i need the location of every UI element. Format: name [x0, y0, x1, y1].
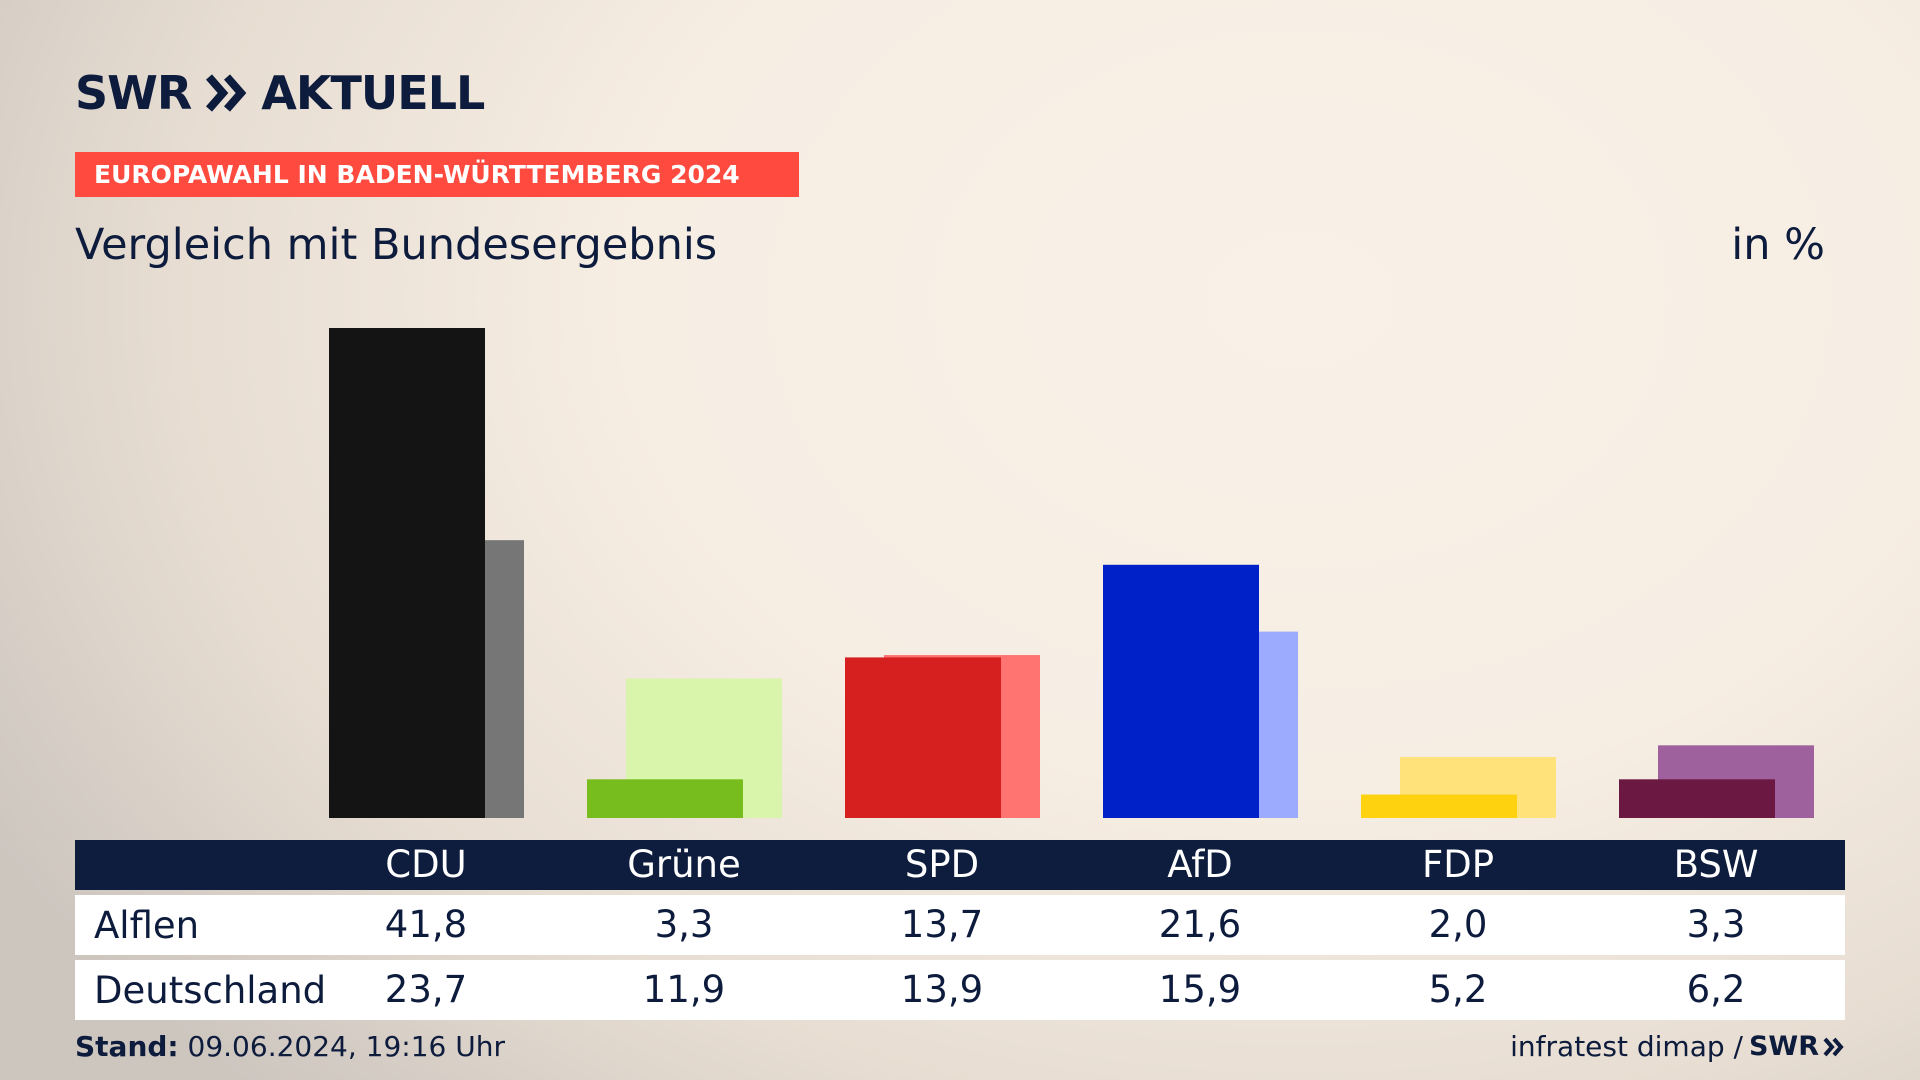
- bar-afd-alflen: [1103, 564, 1259, 818]
- row-label: Deutschland: [94, 968, 327, 1012]
- source-credit: infratest dimap / SWR: [1510, 1030, 1845, 1063]
- chart-title: Vergleich mit Bundesergebnis: [75, 220, 718, 270]
- value-cell: 13,7: [900, 903, 984, 946]
- logo-swr-text: SWR: [75, 66, 192, 120]
- value-cell: 23,7: [384, 968, 468, 1011]
- table-row: Deutschland 23,7 11,9 13,9 15,9 5,2 6,2: [75, 960, 1845, 1020]
- source-text: infratest dimap /: [1510, 1030, 1743, 1063]
- value-cell: 11,9: [642, 968, 726, 1011]
- bar-bsw-alflen: [1619, 779, 1775, 818]
- bar-cdu-alflen: [329, 328, 485, 818]
- category-label: AfD: [1167, 843, 1233, 886]
- value-cell: 13,9: [900, 968, 984, 1011]
- category-label: CDU: [385, 843, 467, 886]
- category-label: Grüne: [627, 843, 741, 886]
- table-header: CDU Grüne SPD AfD FDP BSW: [75, 840, 1845, 890]
- logo-aktuell-text: AKTUELL: [261, 66, 485, 120]
- category-label: FDP: [1421, 843, 1495, 886]
- bar-fdp-alflen: [1361, 794, 1517, 818]
- bar-spd-alflen: [845, 657, 1001, 818]
- results-table: CDU Grüne SPD AfD FDP BSW Alflen 41,8 3,3 13,7 2…: [75, 840, 1845, 1020]
- category-label: BSW: [1673, 843, 1759, 886]
- double-chevron-icon: [1823, 1037, 1844, 1056]
- bar-grne-alflen: [587, 779, 743, 818]
- value-cell: 5,2: [1428, 968, 1488, 1011]
- timestamp: Stand: 09.06.2024, 19:16 Uhr: [75, 1030, 505, 1063]
- unit-label: in %: [1731, 220, 1825, 270]
- value-cell: 2,0: [1428, 903, 1488, 946]
- double-chevron-icon: [206, 74, 247, 112]
- swr-small-logo-text: SWR: [1748, 1031, 1819, 1062]
- swr-aktuell-logo: SWR AKTUELL: [75, 66, 485, 120]
- stand-label: Stand:: [75, 1030, 179, 1063]
- bar-chart: [329, 328, 1814, 818]
- election-badge: EUROPAWAHL IN BADEN-WÜRTTEMBERG 2024: [75, 152, 799, 197]
- value-cell: 3,3: [654, 903, 714, 946]
- category-label: SPD: [904, 843, 980, 886]
- stand-value: 09.06.2024, 19:16 Uhr: [187, 1030, 505, 1063]
- value-cell: 6,2: [1686, 968, 1746, 1011]
- row-label: Alflen: [94, 903, 200, 947]
- table-row: Alflen 41,8 3,3 13,7 21,6 2,0 3,3: [75, 895, 1845, 955]
- value-cell: 21,6: [1158, 903, 1242, 946]
- swr-small-logo: SWR: [1749, 1031, 1845, 1062]
- value-cell: 3,3: [1686, 903, 1746, 946]
- value-cell: 41,8: [384, 903, 468, 946]
- value-cell: 15,9: [1158, 968, 1242, 1011]
